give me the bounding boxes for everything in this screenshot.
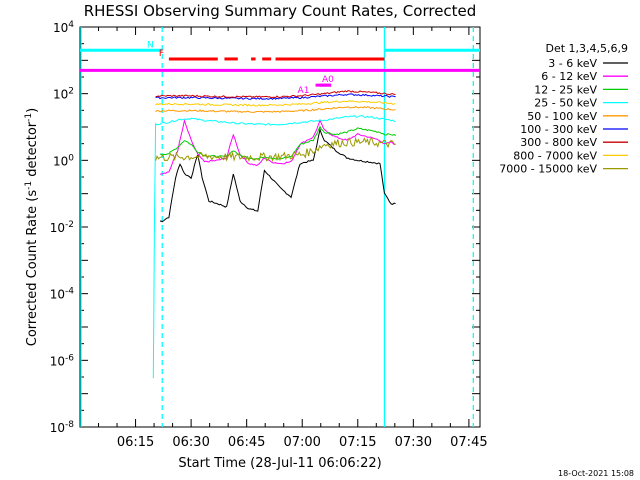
legend-label: 7000 - 15000 keV	[499, 163, 597, 176]
axis-ticks	[79, 26, 480, 428]
series-line	[155, 99, 396, 107]
legend-title: Det 1,3,4,5,6,9	[545, 42, 628, 55]
x-axis-label: Start Time (28-Jul-11 06:06:22)	[178, 456, 381, 471]
legend-label: 3 - 6 keV	[548, 57, 597, 70]
y-tick-label: 10-6	[50, 353, 75, 368]
state-flags: NF A0 A1	[80, 40, 480, 96]
series-line	[155, 105, 396, 114]
legend-label: 50 - 100 keV	[527, 110, 597, 123]
chart-title: RHESSI Observing Summary Count Rates, Co…	[84, 2, 477, 20]
flag-label: A1	[298, 86, 310, 96]
legend-label: 25 - 50 keV	[534, 97, 597, 110]
x-tick-label: 06:30	[172, 435, 209, 450]
y-tick-label: 10-8	[50, 420, 75, 435]
y-tick-label: 104	[53, 20, 74, 35]
x-tick-label: 07:30	[395, 435, 432, 450]
y-tick-labels: 104 102 100 10-2 10-4 10-6 10-8	[50, 20, 75, 435]
x-tick-label: 07:15	[339, 435, 376, 450]
legend-label: 800 - 7000 keV	[513, 149, 597, 162]
series-line	[155, 136, 396, 163]
y-axis-label: Corrected Count Rate (s-1 detector-1)	[24, 108, 40, 346]
series-line	[155, 93, 396, 100]
legend-label: 100 - 300 keV	[520, 123, 597, 136]
legend-label: 6 - 12 keV	[541, 70, 597, 83]
x-tick-label: 07:00	[283, 435, 320, 450]
series-line	[155, 90, 396, 99]
x-tick-label: 06:45	[228, 435, 265, 450]
y-tick-label: 10-2	[50, 220, 74, 235]
legend-label: 300 - 800 keV	[520, 136, 597, 149]
series-lines	[152, 90, 396, 379]
flag-label: A0	[322, 75, 334, 85]
series-line	[152, 115, 396, 379]
time-markers	[80, 27, 474, 427]
y-tick-label: 102	[53, 87, 74, 102]
generation-timestamp: 18-Oct-2021 15:08	[558, 469, 634, 478]
y-tick-label: 100	[53, 153, 74, 168]
flag-label: N	[147, 40, 154, 50]
x-tick-labels: 06:15 06:30 06:45 07:00 07:15 07:30 07:45	[117, 435, 488, 450]
x-tick-label: 07:45	[450, 435, 487, 450]
series-line	[159, 127, 396, 223]
plot-frame	[79, 26, 481, 428]
legend-label: 12 - 25 keV	[534, 83, 597, 96]
flag-label: F	[159, 49, 164, 59]
y-tick-label: 10-4	[50, 287, 75, 302]
x-tick-label: 06:15	[117, 435, 154, 450]
